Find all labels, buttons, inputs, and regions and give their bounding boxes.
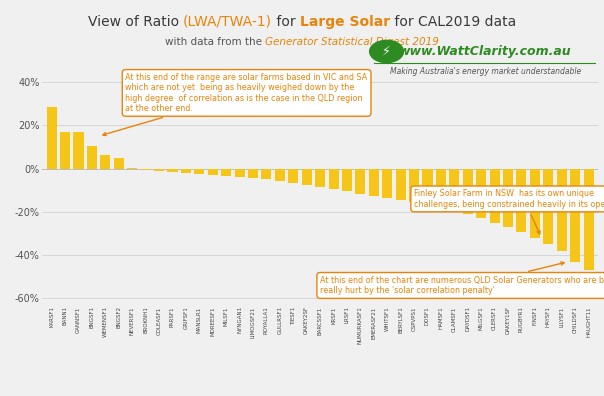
Text: Finley Solar Farm in NSW  has its own unique
challenges, being constrained heavi: Finley Solar Farm in NSW has its own uni…	[414, 189, 604, 234]
Bar	[422, 169, 432, 204]
Bar	[288, 169, 298, 183]
Bar	[127, 168, 137, 169]
Bar	[74, 132, 83, 169]
Bar	[167, 169, 178, 172]
Bar	[449, 169, 460, 211]
Bar	[154, 169, 164, 171]
Bar	[181, 169, 191, 173]
Text: At this end of the range are solar farms based in VIC and SA
which are not yet  : At this end of the range are solar farms…	[103, 73, 368, 135]
Bar	[60, 132, 70, 169]
Bar	[329, 169, 339, 189]
Bar	[47, 107, 57, 169]
Text: for CAL2019 data: for CAL2019 data	[390, 15, 516, 29]
Text: Generator Statistical Digest 2019: Generator Statistical Digest 2019	[265, 36, 439, 47]
Bar	[342, 169, 352, 191]
Bar	[141, 169, 150, 170]
Bar	[409, 169, 419, 202]
Bar	[100, 155, 111, 169]
Bar	[87, 146, 97, 169]
Bar	[301, 169, 312, 185]
Bar	[490, 169, 500, 223]
Bar	[262, 169, 271, 179]
Bar	[248, 169, 258, 178]
Text: View of Ratio: View of Ratio	[88, 15, 183, 29]
Text: with data from the: with data from the	[165, 36, 265, 47]
Bar	[315, 169, 325, 187]
Text: At this end of the chart are numerous QLD Solar Generators who are being
really : At this end of the chart are numerous QL…	[320, 262, 604, 295]
Text: ⚡: ⚡	[382, 45, 391, 58]
Bar	[436, 169, 446, 207]
Bar	[503, 169, 513, 227]
Bar	[382, 169, 392, 198]
Bar	[583, 169, 594, 270]
Bar	[516, 169, 527, 232]
Bar	[557, 169, 567, 251]
Bar	[463, 169, 473, 214]
Text: for: for	[272, 15, 300, 29]
Bar	[355, 169, 365, 194]
Bar	[114, 158, 124, 169]
Bar	[275, 169, 285, 181]
Bar	[221, 169, 231, 176]
Bar	[530, 169, 540, 238]
Text: Making Australia's energy market understandable: Making Australia's energy market underst…	[390, 67, 581, 76]
Bar	[543, 169, 553, 244]
Text: www.WattClarity.com.au: www.WattClarity.com.au	[399, 45, 571, 58]
Bar	[476, 169, 486, 218]
Bar	[570, 169, 580, 262]
Bar	[234, 169, 245, 177]
Bar	[208, 169, 218, 175]
Text: Large Solar: Large Solar	[300, 15, 390, 29]
Text: (LWA/TWA-1): (LWA/TWA-1)	[183, 15, 272, 29]
Bar	[369, 169, 379, 196]
Bar	[194, 169, 204, 174]
Bar	[396, 169, 406, 200]
